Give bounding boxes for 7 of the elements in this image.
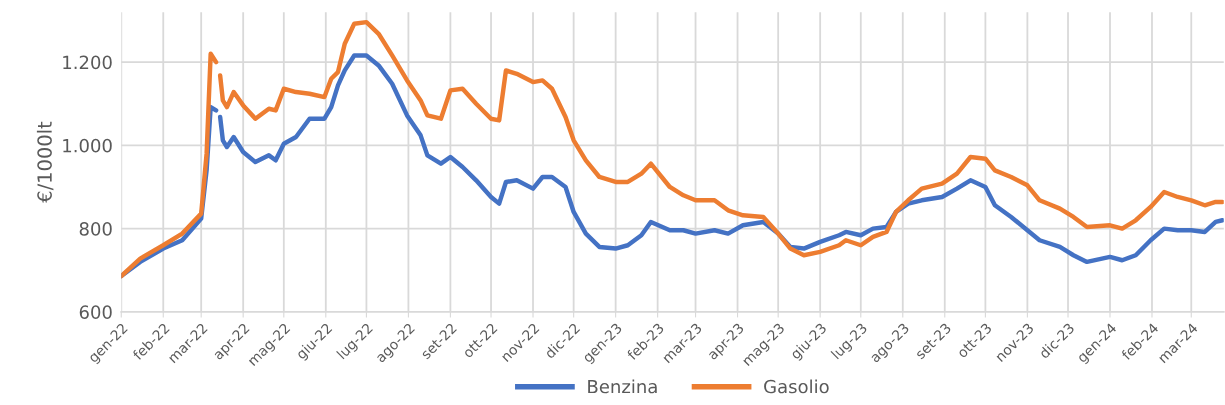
- y-tick-label: 800: [79, 222, 112, 236]
- legend-label: Benzina: [588, 379, 657, 394]
- y-tick-label: 600: [79, 305, 112, 319]
- y-tick-label: 1.200: [63, 55, 112, 70]
- y-tick-label: 1.000: [63, 138, 112, 153]
- y-axis-title: €/1000lt: [36, 121, 54, 203]
- legend-label: Gasolio: [764, 379, 829, 394]
